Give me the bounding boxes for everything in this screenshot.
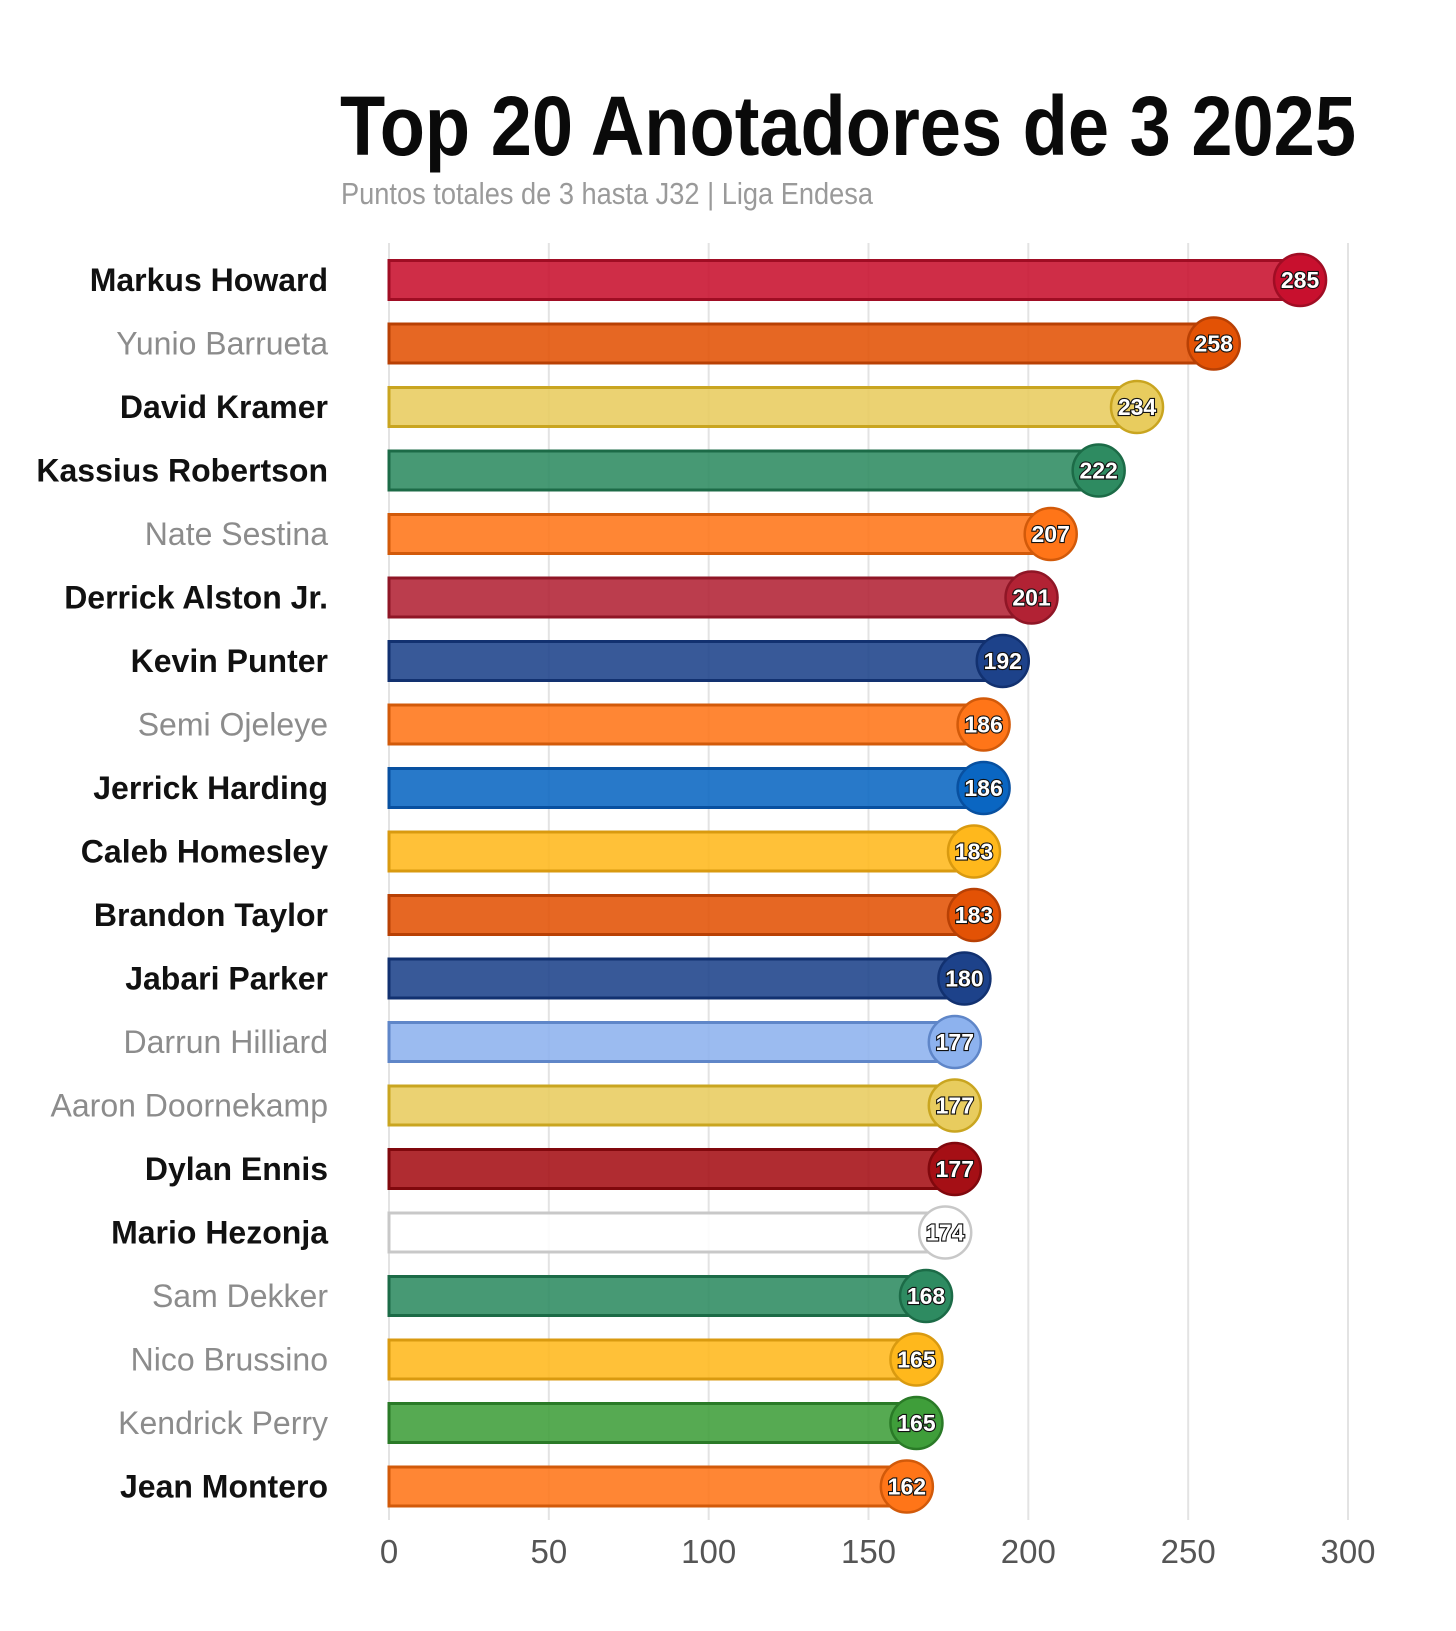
category-label: Derrick Alston Jr. <box>64 580 328 616</box>
bar-value-marker <box>1023 506 1078 562</box>
x-tick-label: 250 <box>1161 1533 1216 1570</box>
bar-value-marker <box>927 1014 983 1070</box>
bar <box>387 1275 928 1317</box>
bar-value-label: 192 <box>984 648 1022 674</box>
bar-value-label: 165 <box>897 1410 936 1436</box>
x-tick-label: 300 <box>1320 1533 1375 1570</box>
bar-value-marker <box>946 824 1002 879</box>
x-tick-label: 50 <box>530 1533 567 1570</box>
category-label: Kendrick Perry <box>118 1405 328 1441</box>
bar <box>387 449 1101 492</box>
bar <box>387 259 1302 301</box>
category-labels: Markus Howard Yunio Barrueta David Kramer K… <box>36 262 328 1505</box>
category-label: Mario Hezonja <box>111 1215 328 1251</box>
category-label: Caleb Homesley <box>81 834 328 870</box>
bar <box>387 830 976 873</box>
bar-value-label: 222 <box>1079 458 1117 484</box>
bar-value-label: 183 <box>955 839 993 865</box>
bar-value-marker <box>889 1332 944 1387</box>
bar-value-marker <box>927 1141 983 1197</box>
category-label: Nico Brussino <box>131 1342 328 1378</box>
category-label: Jean Montero <box>120 1469 328 1505</box>
bar-value-label: 183 <box>955 902 993 928</box>
bar-value-label: 168 <box>907 1283 946 1309</box>
bar-value-marker <box>889 1395 944 1451</box>
bar-value-label: 177 <box>936 1029 974 1055</box>
x-tick-label: 150 <box>841 1533 896 1570</box>
chart-subtitle: Puntos totales de 3 hasta J32 | Liga End… <box>341 176 874 211</box>
bar-value-marker <box>956 760 1011 816</box>
category-label: Markus Howard <box>90 262 328 298</box>
bar-value-marker <box>1272 252 1328 308</box>
x-tick-label: 200 <box>1001 1533 1056 1570</box>
category-label: Brandon Taylor <box>94 897 328 933</box>
bar-value-marker <box>946 887 1002 943</box>
bar <box>387 640 1005 682</box>
category-label: Nate Sestina <box>145 516 328 552</box>
bar-value-marker <box>937 951 992 1006</box>
category-label: David Kramer <box>120 389 328 425</box>
x-tick-label: 0 <box>380 1533 398 1570</box>
bar <box>387 1465 909 1508</box>
bar-value-marker <box>898 1268 954 1324</box>
bar-value-label: 180 <box>945 966 983 992</box>
bar-value-label: 177 <box>936 1093 974 1119</box>
bar <box>387 1402 918 1444</box>
bar <box>387 386 1139 428</box>
bar <box>387 1084 957 1127</box>
bar <box>387 894 976 936</box>
bar-value-label: 207 <box>1032 521 1070 547</box>
bar-value-marker <box>956 697 1011 752</box>
bar <box>387 957 966 1000</box>
bar-value-marker <box>879 1459 935 1514</box>
bar-value-label: 177 <box>936 1156 974 1182</box>
category-label: Darrun Hilliard <box>124 1024 329 1060</box>
bar-value-label: 285 <box>1281 267 1320 293</box>
bar-value-marker <box>1109 379 1165 435</box>
bar-value-label: 186 <box>964 775 1002 801</box>
bar-value-label: 174 <box>926 1220 965 1246</box>
category-label: Yunio Barrueta <box>116 326 328 362</box>
bar <box>387 1021 957 1063</box>
category-label: Kassius Robertson <box>36 453 328 489</box>
bar <box>387 1211 947 1254</box>
bar-value-label: 258 <box>1195 331 1234 357</box>
bar-value-marker <box>975 633 1031 689</box>
bars-group: 285 258 234 222 207 201 192 186 186 183 183 180 177 1… <box>387 252 1328 1514</box>
category-label: Dylan Ennis <box>145 1151 328 1187</box>
bar <box>387 513 1053 555</box>
bar-value-marker <box>917 1205 973 1260</box>
bar <box>387 322 1216 365</box>
category-label: Jerrick Harding <box>93 770 328 806</box>
bar <box>387 703 986 746</box>
bar-value-marker <box>1071 443 1126 498</box>
bar-value-marker <box>927 1078 983 1133</box>
category-label: Semi Ojeleye <box>138 707 328 743</box>
bar-value-label: 234 <box>1118 394 1157 420</box>
category-label: Aaron Doornekamp <box>51 1088 328 1124</box>
bar-value-label: 201 <box>1012 585 1051 611</box>
x-tick-label: 100 <box>681 1533 736 1570</box>
bar <box>387 1148 957 1190</box>
bar <box>387 1338 918 1381</box>
category-label: Jabari Parker <box>125 961 328 997</box>
bar-value-marker <box>1186 316 1241 371</box>
bar-value-label: 186 <box>964 712 1002 738</box>
category-label: Sam Dekker <box>152 1278 328 1314</box>
bar <box>387 576 1034 619</box>
bar-value-marker <box>1004 570 1059 625</box>
bar <box>387 767 986 809</box>
chart-title: Top 20 Anotadores de 3 2025 <box>340 79 1356 173</box>
bar-value-label: 162 <box>888 1474 926 1500</box>
category-label: Kevin Punter <box>131 643 328 679</box>
x-axis-ticks: 0 50 100 150 200 250 300 <box>380 1533 1376 1570</box>
bar-value-label: 165 <box>897 1347 936 1373</box>
